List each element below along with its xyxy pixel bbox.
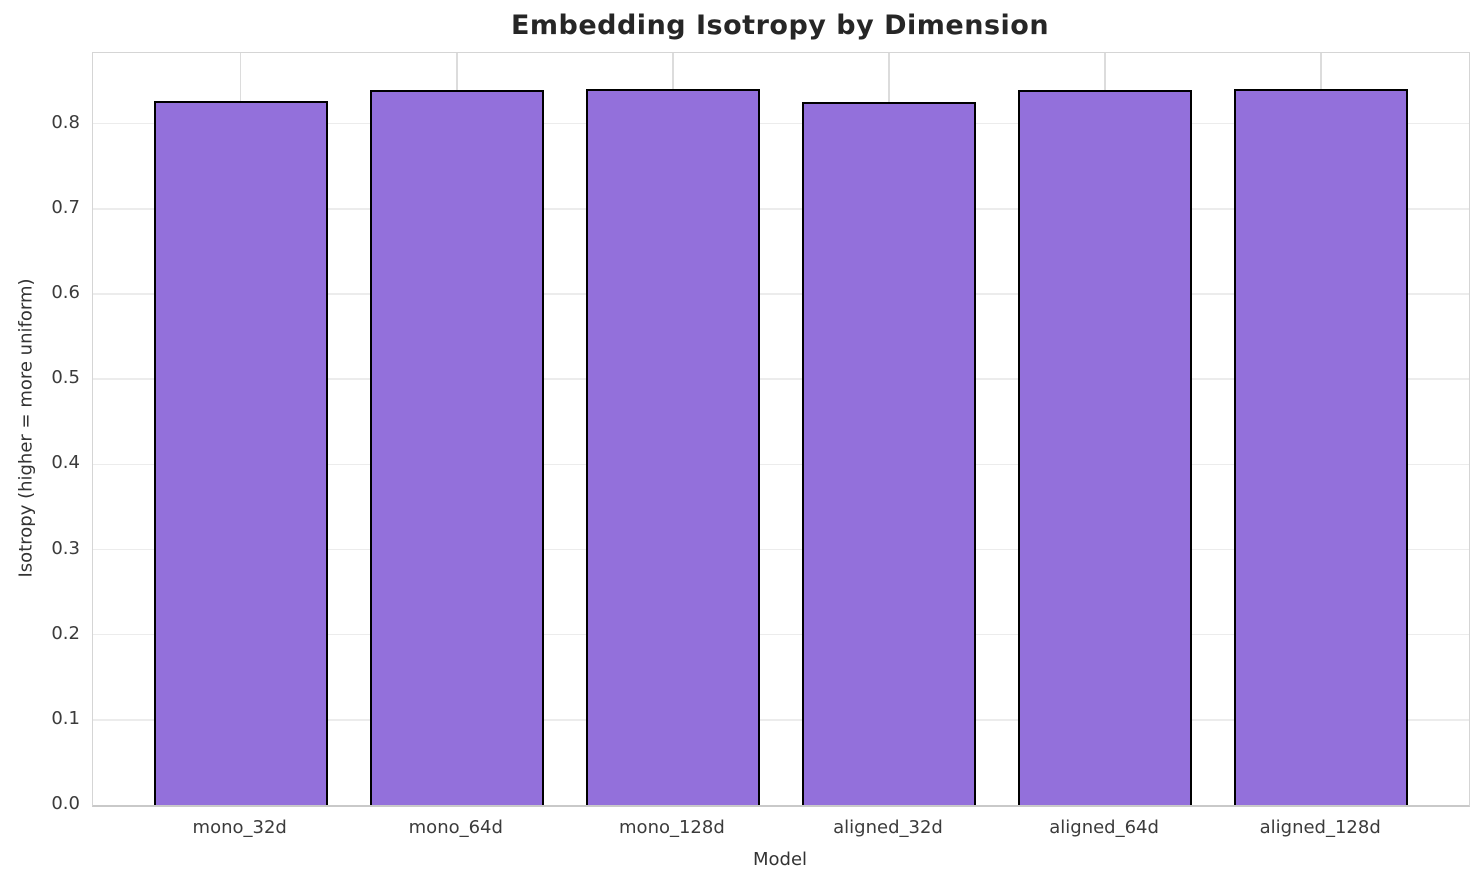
x-tick-label-aligned_64d: aligned_64d xyxy=(1049,817,1159,838)
bar-aligned_32d xyxy=(802,101,976,805)
y-tick-label: 0.3 xyxy=(51,537,80,559)
y-axis-title: Isotropy (higher = more uniform) xyxy=(15,278,37,578)
h-gridline xyxy=(93,293,1469,295)
y-tick-label: 0.6 xyxy=(51,282,80,303)
chart-title: Embedding Isotropy by Dimension xyxy=(510,10,1050,41)
y-tick-label: 0.5 xyxy=(51,367,80,389)
h-gridline xyxy=(93,208,1469,210)
x-tick-label-mono_64d: mono_64d xyxy=(408,817,503,838)
h-gridline xyxy=(93,633,1469,636)
x-axis-title: Model xyxy=(752,849,808,870)
y-tick-label: 0.2 xyxy=(51,622,80,644)
x-tick-label-aligned_128d: aligned_128d xyxy=(1259,817,1381,838)
bar-mono_32d xyxy=(153,100,328,805)
h-gridline xyxy=(93,548,1469,551)
bar-aligned_128d xyxy=(1234,88,1409,805)
y-tick-label: 0.4 xyxy=(51,452,80,474)
y-tick-label: 0.1 xyxy=(51,707,80,729)
x-tick-label-aligned_32d: aligned_32d xyxy=(833,817,943,838)
x-tick-label-mono_128d: mono_128d xyxy=(619,817,725,838)
bar-mono_128d xyxy=(585,88,760,805)
bar-mono_64d xyxy=(369,90,544,805)
h-gridline xyxy=(93,122,1469,125)
h-gridline xyxy=(93,463,1469,466)
x-tick-label-mono_32d: mono_32d xyxy=(192,817,287,838)
y-tick-label: 0.0 xyxy=(51,793,80,814)
h-gridline xyxy=(93,378,1469,380)
bar-aligned_64d xyxy=(1018,90,1193,805)
y-tick-label: 0.7 xyxy=(51,196,80,218)
h-gridline xyxy=(93,719,1469,721)
y-tick-label: 0.8 xyxy=(51,111,80,133)
plot-area xyxy=(92,52,1470,807)
